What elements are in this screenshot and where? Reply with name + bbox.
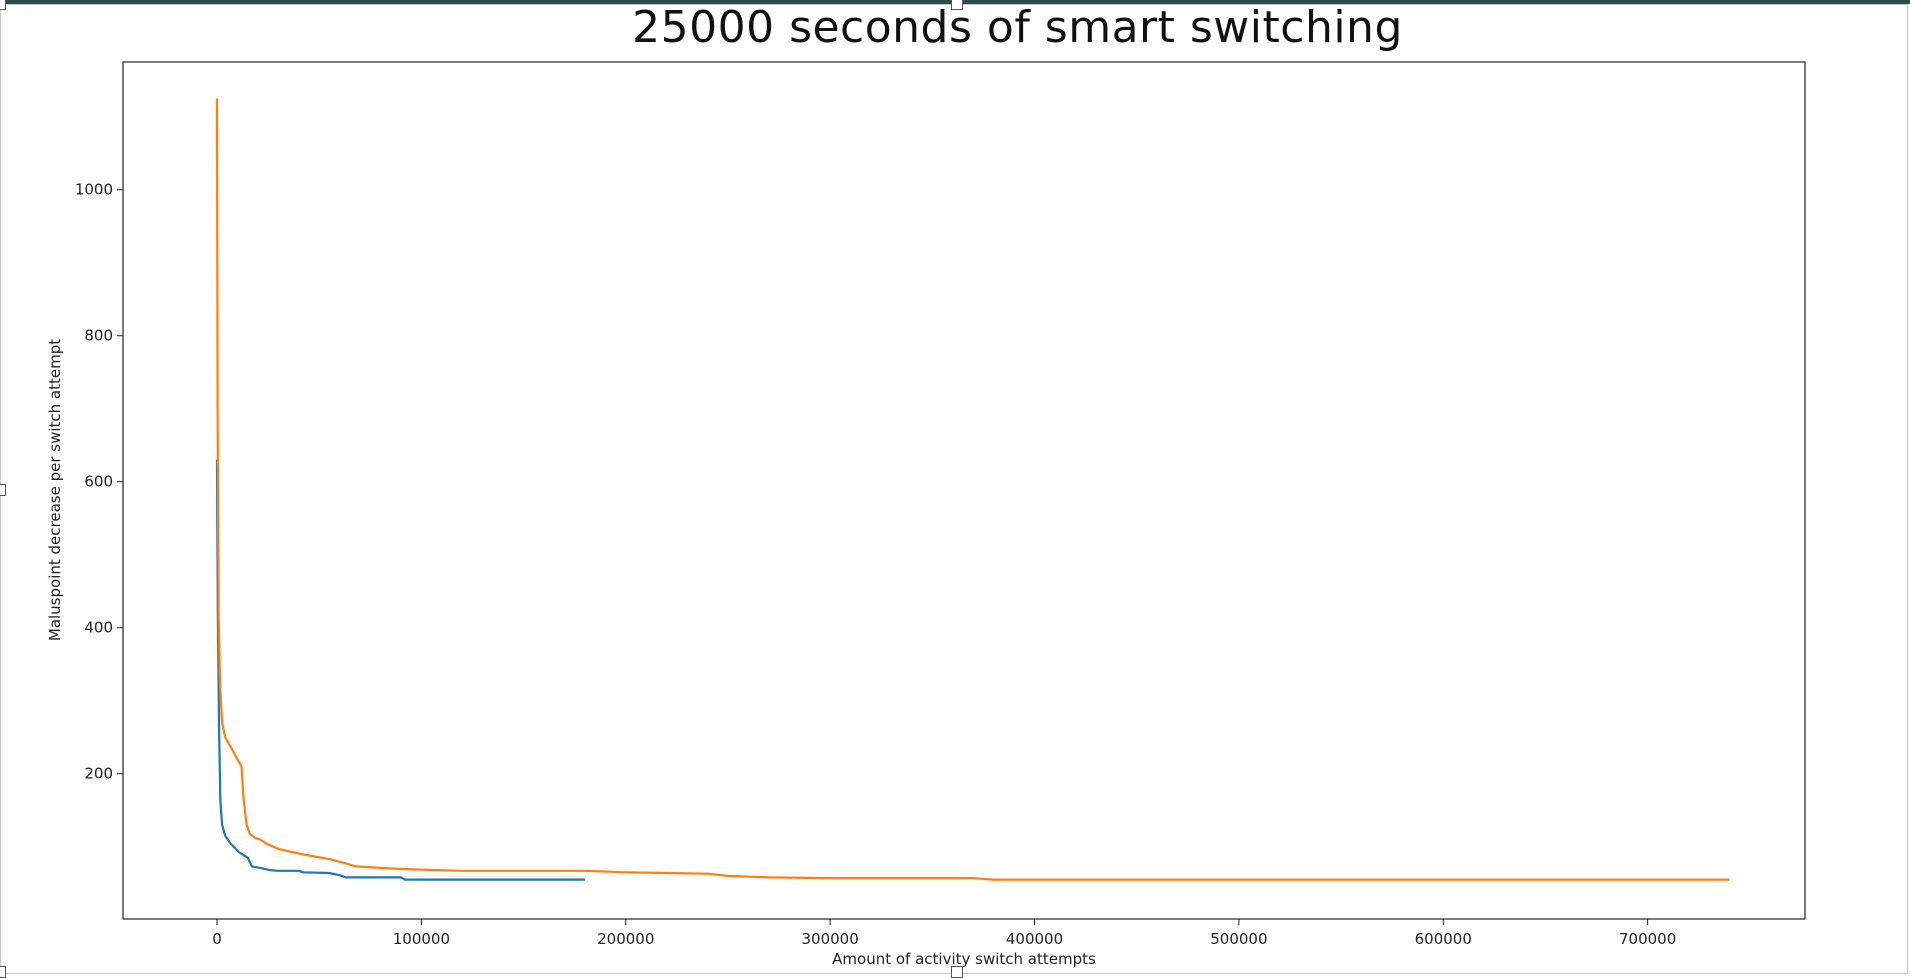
- y-tick-label: 1000: [75, 181, 113, 199]
- x-tick-label: 200000: [597, 930, 654, 948]
- y-tick-label: 400: [84, 619, 113, 637]
- plot-lines: [215, 98, 1730, 881]
- resize-handle-top-middle[interactable]: [951, 0, 963, 10]
- x-axis-label: Amount of activity switch attempts: [832, 950, 1096, 968]
- x-tick-label: 400000: [1006, 930, 1063, 948]
- y-tick-label: 800: [84, 327, 113, 345]
- series-line-1: [215, 459, 585, 881]
- y-axis-label: Maluspoint decrease per switch attempt: [46, 339, 64, 641]
- x-tick-label: 500000: [1210, 930, 1267, 948]
- chart-title: 25000 seconds of smart switching: [632, 2, 1403, 53]
- y-axis-ticks: 200 400 600 800 1000: [75, 181, 123, 783]
- x-tick-label: 700000: [1619, 930, 1676, 948]
- x-tick-label: 0: [212, 930, 222, 948]
- resize-handle-middle-left[interactable]: [0, 484, 6, 496]
- y-tick-label: 600: [84, 473, 113, 491]
- y-tick-label: 200: [84, 765, 113, 783]
- plot-frame: [122, 61, 1806, 920]
- series-line-2: [215, 98, 1730, 881]
- x-tick-label: 600000: [1415, 930, 1472, 948]
- x-tick-label: 100000: [393, 930, 450, 948]
- x-tick-label: 300000: [802, 930, 859, 948]
- resize-handle-top-left[interactable]: [0, 0, 6, 10]
- x-axis-ticks: 0 100000 200000 300000 400000 500000 600000 700…: [212, 919, 1676, 948]
